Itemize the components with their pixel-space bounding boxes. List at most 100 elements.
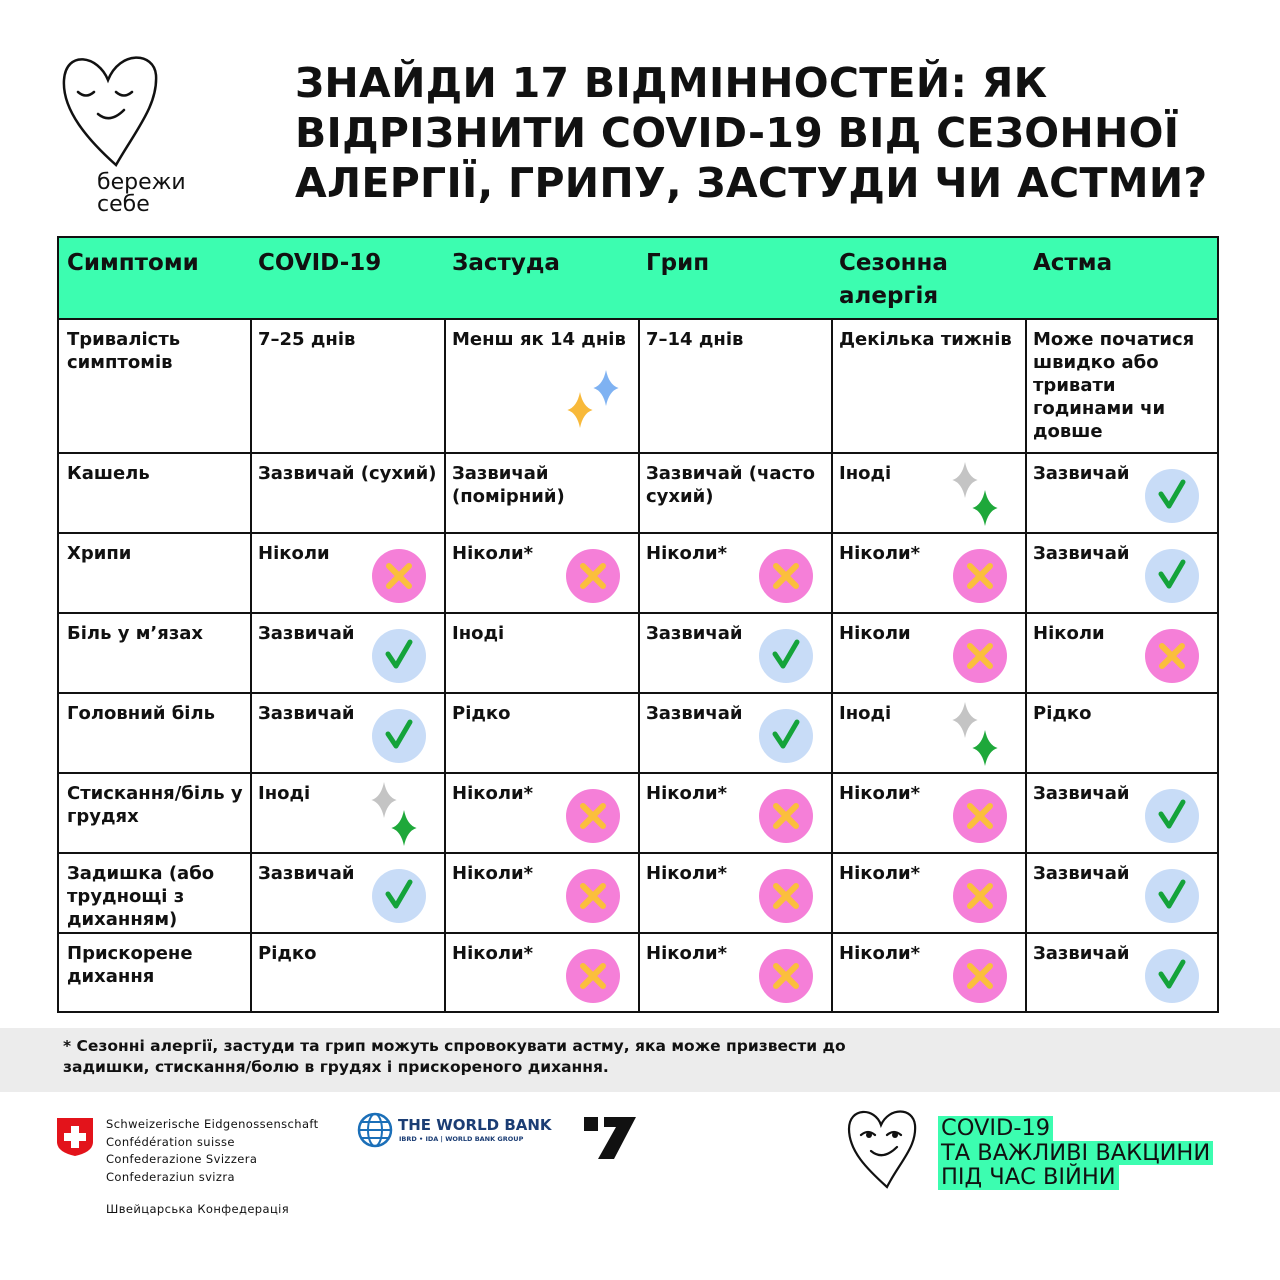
- icon-cross: [773, 883, 799, 909]
- table-cell: Зазвичай (помірний): [444, 452, 640, 534]
- table-cell: 7–25 днів: [250, 318, 446, 454]
- cross-icon: [566, 549, 620, 603]
- icon-cross: [967, 643, 993, 669]
- table-cell: Хрипи: [59, 532, 252, 614]
- check-icon: [1145, 949, 1199, 1003]
- swiss-line: Confederazione Svizzera: [106, 1152, 258, 1166]
- sparkle-icon: [567, 370, 619, 428]
- icon-cross: [580, 563, 606, 589]
- table-cell: Зазвичай: [250, 852, 446, 934]
- table-cell: Ніколи*: [444, 852, 640, 934]
- table-cell: Кашель: [59, 452, 252, 534]
- table-cell: Головний біль: [59, 692, 252, 774]
- icon-cross: [386, 563, 412, 589]
- table-cell: Зазвичай: [1025, 452, 1219, 534]
- table-cell: Ніколи*: [831, 772, 1027, 854]
- table-cell: Менш як 14 днів: [444, 318, 640, 454]
- table-cell: Ніколи: [1025, 612, 1219, 694]
- footnote: * Сезонні алергії, застуди та грип можут…: [63, 1037, 846, 1076]
- table-cell: Ніколи*: [831, 932, 1027, 1013]
- table-cell: 7–14 днів: [638, 318, 833, 454]
- cross-icon: [953, 949, 1007, 1003]
- world-bank-sub: IBRD • IDA | WORLD BANK GROUP: [399, 1135, 524, 1143]
- cross-icon: [759, 789, 813, 843]
- table-cell: Рідко: [1025, 692, 1219, 774]
- table-cell: Тривалість симптомів: [59, 318, 252, 454]
- table-cell: Ніколи*: [444, 932, 640, 1013]
- cross-icon: [759, 949, 813, 1003]
- swiss-names: Schweizerische Eidgenossenschaft Confédé…: [106, 1116, 319, 1186]
- sparkle-icon: [371, 782, 417, 846]
- check-icon: [1145, 789, 1199, 843]
- table-cell: Ніколи*: [831, 532, 1027, 614]
- table-cell: Зазвичай: [638, 612, 833, 694]
- logo-text: бережи себе: [97, 172, 186, 216]
- cross-icon: [372, 549, 426, 603]
- table-cell: Задишка (або труднощі з диханням): [59, 852, 252, 934]
- table-cell: Зазвичай (часто сухий): [638, 452, 833, 534]
- icon-check: [385, 639, 413, 669]
- swiss-flag: [57, 1118, 93, 1156]
- sparkle: [972, 490, 998, 526]
- campaign-heart: [847, 1110, 917, 1189]
- icon-check: [1158, 959, 1186, 989]
- icon-cross: [967, 803, 993, 829]
- header-cell: Астма: [1025, 238, 1219, 320]
- icon-check: [1158, 799, 1186, 829]
- swiss-line: Confédération suisse: [106, 1134, 235, 1149]
- check-icon: [1145, 549, 1199, 603]
- icon-cross: [967, 563, 993, 589]
- table-cell: Зазвичай: [638, 692, 833, 774]
- sparkle: [371, 782, 397, 818]
- title-line: ЗНАЙДИ 17 ВІДМІННОСТЕЙ: ЯК: [295, 59, 1048, 107]
- sparkle-icon: [952, 702, 998, 766]
- header-cell: COVID-19: [250, 238, 446, 320]
- cross-icon: [953, 549, 1007, 603]
- check-icon: [372, 629, 426, 683]
- table-cell: Зазвичай: [250, 692, 446, 774]
- table-cell: Ніколи*: [638, 932, 833, 1013]
- table-cell: Ніколи*: [638, 852, 833, 934]
- icon-cross: [967, 883, 993, 909]
- cross-icon: [953, 869, 1007, 923]
- sparkle: [391, 810, 417, 846]
- icon-check: [385, 719, 413, 749]
- icon-check: [385, 879, 413, 909]
- icon-cross: [773, 963, 799, 989]
- logo-line: себе: [97, 192, 150, 217]
- logo-line: бережи: [97, 170, 186, 195]
- table-cell: Іноді: [444, 612, 640, 694]
- table-cell: Рідко: [444, 692, 640, 774]
- table-cell: Зазвичай (сухий): [250, 452, 446, 534]
- icon-cross: [773, 803, 799, 829]
- title: ЗНАЙДИ 17 ВІДМІННОСТЕЙ: ЯК ВІДРІЗНИТИ CO…: [295, 58, 1208, 208]
- comparison-table: Симптоми COVID-19 Застуда Грип Сезонна алерг…: [57, 236, 1219, 1013]
- world-bank-globe: [357, 1112, 393, 1148]
- cross-icon: [953, 789, 1007, 843]
- swiss-line: Schweizerische Eidgenossenschaft: [106, 1117, 319, 1131]
- swiss-line: Confederaziun svizra: [106, 1169, 235, 1184]
- sparkle: [952, 702, 978, 738]
- table-cell: Ніколи*: [444, 772, 640, 854]
- icon-cross: [773, 563, 799, 589]
- table-cell: Ніколи: [831, 612, 1027, 694]
- footnote-band: [0, 1028, 1280, 1092]
- campaign-line: ТА ВАЖЛИВІ ВАКЦИНИ: [938, 1140, 1214, 1165]
- table-cell: Декілька тижнів: [831, 318, 1027, 454]
- check-icon: [372, 869, 426, 923]
- icon-check: [1158, 879, 1186, 909]
- table-cell: Ніколи: [250, 532, 446, 614]
- table-cell: Ніколи*: [638, 772, 833, 854]
- table-cell: Зазвичай: [1025, 852, 1219, 934]
- world-bank: THE WORLD BANK: [398, 1116, 552, 1134]
- table-cell: Іноді: [250, 772, 446, 854]
- campaign: COVID-19 ТА ВАЖЛИВІ ВАКЦИНИ ПІД ЧАС ВІЙН…: [938, 1116, 1214, 1190]
- header-cell: Грип: [638, 238, 833, 320]
- icon-cross: [580, 963, 606, 989]
- table-cell: Прискорене дихання: [59, 932, 252, 1013]
- logo-heart: [62, 56, 158, 167]
- icon-cross: [1159, 643, 1185, 669]
- check-icon: [372, 709, 426, 763]
- cross-icon: [566, 869, 620, 923]
